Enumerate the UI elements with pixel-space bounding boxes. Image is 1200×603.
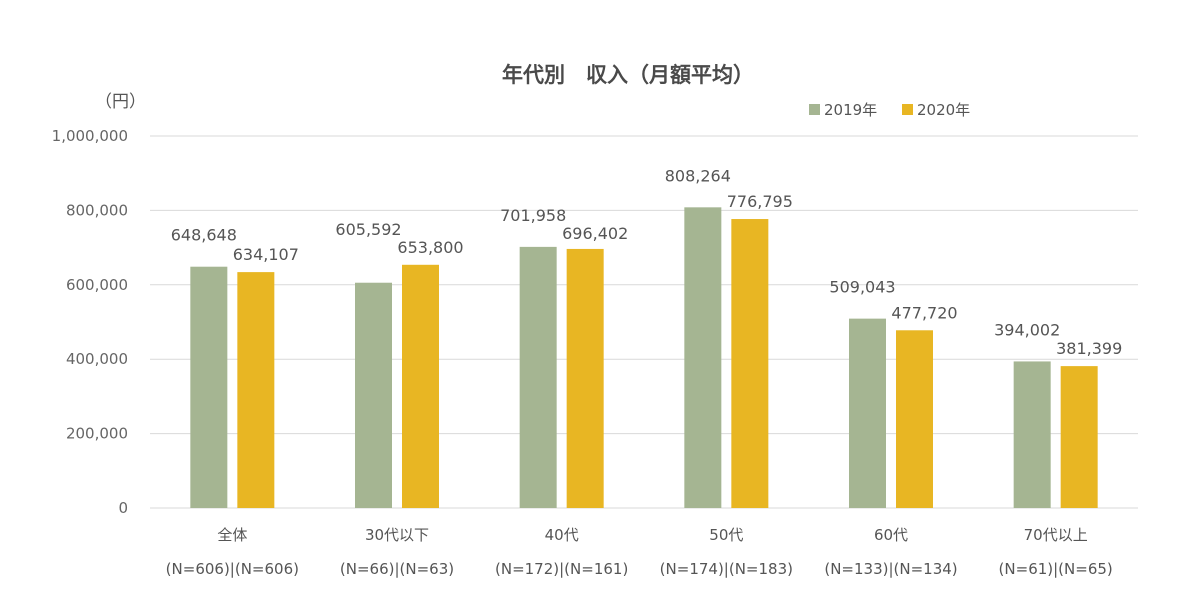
x-category-label: 50代 [709, 526, 743, 544]
bar-series-1 [684, 207, 722, 508]
y-axis-ticks: 0 200,000 400,000 600,000 800,000 1,000,000 [52, 127, 128, 517]
x-category-sublabel: (N=606)|(N=606) [166, 560, 299, 578]
bar-series-1 [190, 266, 228, 508]
x-category-label: 70代以上 [1024, 526, 1088, 544]
data-label: 634,107 [233, 245, 299, 264]
data-label: 477,720 [891, 303, 957, 322]
x-category-sublabel: (N=174)|(N=183) [660, 560, 793, 578]
gridlines [150, 135, 1138, 509]
legend: 2019年 2020年 [809, 101, 970, 119]
x-category-sublabel: (N=133)|(N=134) [824, 560, 957, 578]
chart-title: 年代別 収入（月額平均） [502, 63, 754, 87]
bar-series-2 [896, 330, 933, 508]
y-tick-label: 1,000,000 [52, 127, 128, 145]
bar-series-2 [731, 219, 769, 508]
legend-label: 2019年 [824, 101, 877, 119]
data-label: 394,002 [994, 320, 1060, 339]
x-category-label: 40代 [545, 526, 579, 544]
data-label: 605,592 [335, 220, 401, 239]
data-label: 381,399 [1056, 339, 1122, 358]
data-label: 776,795 [727, 192, 793, 211]
data-label: 653,800 [397, 238, 463, 257]
data-label: 509,043 [829, 278, 895, 297]
x-axis-labels: 全体 (N=606)|(N=606) 30代以下 (N=66)|(N=63) 40代 (N… [166, 526, 1113, 578]
legend-swatch [902, 104, 913, 115]
data-label: 808,264 [665, 166, 731, 185]
bars [190, 207, 1098, 508]
bar-series-2 [1060, 366, 1098, 508]
bar-series-2 [402, 264, 439, 508]
x-category-label: 60代 [874, 526, 908, 544]
y-tick-label: 600,000 [66, 276, 128, 294]
y-tick-label: 400,000 [66, 350, 128, 368]
y-tick-label: 800,000 [66, 201, 128, 219]
y-tick-label: 200,000 [66, 425, 128, 443]
y-axis-unit-label: （円） [95, 92, 146, 112]
bar-series-1 [849, 318, 886, 508]
x-category-label: 30代以下 [365, 526, 429, 544]
bar-series-1 [1013, 361, 1051, 508]
bar-series-1 [355, 282, 392, 508]
data-label: 696,402 [562, 224, 628, 243]
bar-series-2 [566, 248, 604, 508]
bar-series-2 [237, 272, 275, 508]
x-category-label: 全体 [217, 526, 247, 544]
x-category-sublabel: (N=61)|(N=65) [999, 560, 1113, 578]
data-label: 701,958 [500, 206, 566, 225]
bar-series-1 [519, 246, 557, 508]
x-category-sublabel: (N=66)|(N=63) [340, 560, 454, 578]
y-tick-label: 0 [118, 499, 128, 517]
x-category-sublabel: (N=172)|(N=161) [495, 560, 628, 578]
data-label: 648,648 [171, 226, 237, 245]
legend-swatch [809, 104, 820, 115]
legend-label: 2020年 [917, 101, 970, 119]
